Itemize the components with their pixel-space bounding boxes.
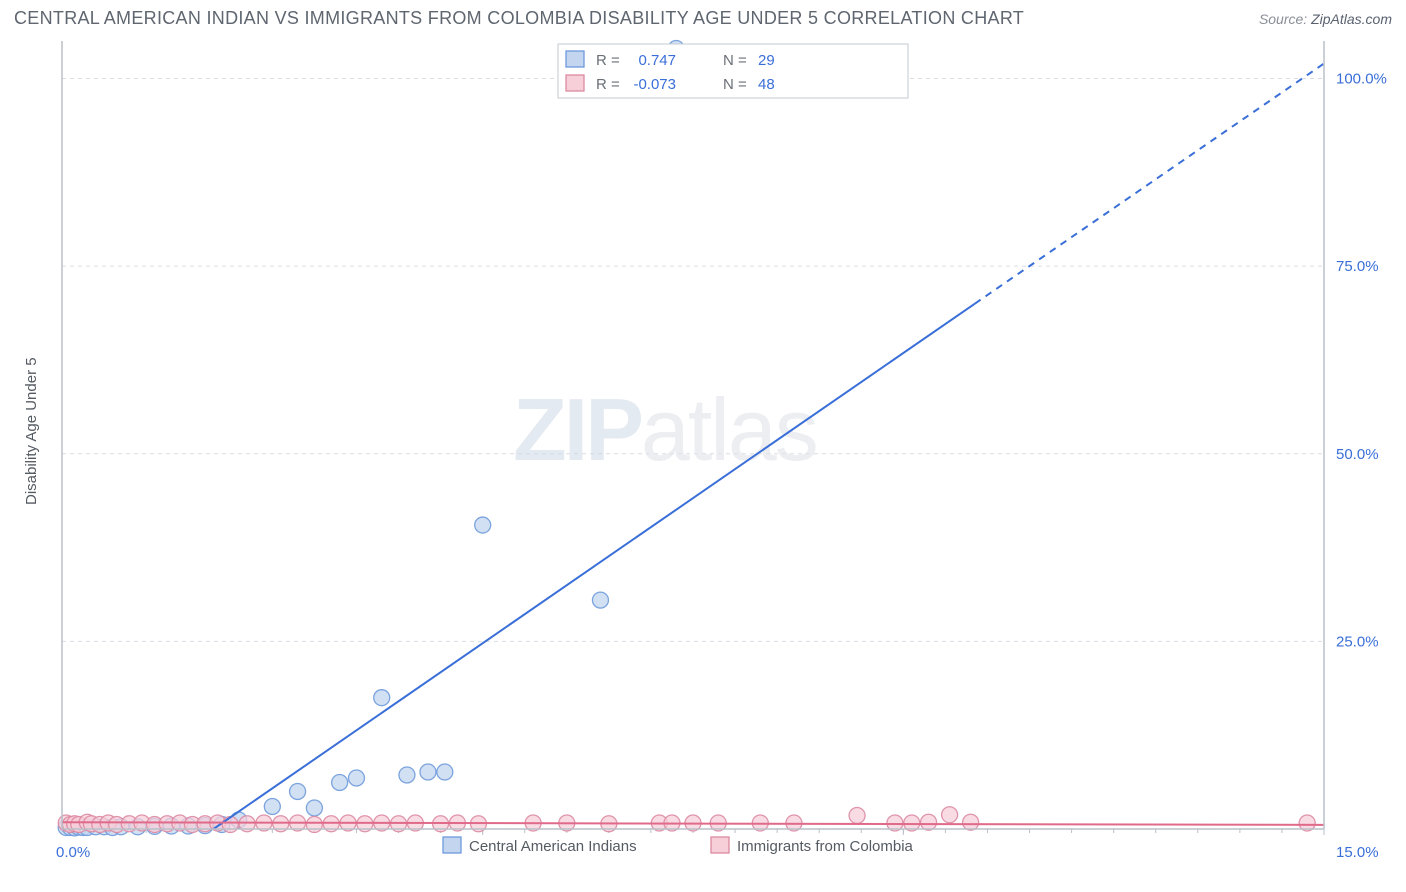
source-link[interactable]: ZipAtlas.com bbox=[1311, 11, 1392, 27]
svg-text:N =: N = bbox=[723, 76, 747, 93]
svg-text:Central American Indians: Central American Indians bbox=[469, 838, 637, 855]
svg-text:29: 29 bbox=[758, 52, 775, 69]
svg-text:50.0%: 50.0% bbox=[1336, 446, 1379, 463]
svg-text:ZIPatlas: ZIPatlas bbox=[513, 380, 817, 479]
svg-text:Disability Age Under 5: Disability Age Under 5 bbox=[23, 357, 40, 505]
source-attribution: Source: ZipAtlas.com bbox=[1259, 11, 1392, 27]
svg-text:0.747: 0.747 bbox=[638, 52, 676, 69]
svg-text:75.0%: 75.0% bbox=[1336, 258, 1379, 275]
svg-text:-0.073: -0.073 bbox=[633, 76, 676, 93]
chart-svg: ZIPatlas 25.0% 50.0% 75.0% 100.0% 0.0% 15.0% Di… bbox=[14, 33, 1392, 873]
svg-text:100.0%: 100.0% bbox=[1336, 71, 1387, 88]
svg-text:Immigrants from Colombia: Immigrants from Colombia bbox=[737, 838, 914, 855]
svg-text:R =: R = bbox=[596, 76, 620, 93]
svg-text:15.0%: 15.0% bbox=[1336, 844, 1379, 861]
chart-header: CENTRAL AMERICAN INDIAN VS IMMIGRANTS FR… bbox=[0, 0, 1406, 33]
svg-text:N =: N = bbox=[723, 52, 747, 69]
svg-text:0.0%: 0.0% bbox=[56, 844, 90, 861]
svg-text:48: 48 bbox=[758, 76, 775, 93]
source-prefix: Source: bbox=[1259, 11, 1311, 27]
correlation-scatter-chart: ZIPatlas 25.0% 50.0% 75.0% 100.0% 0.0% 15.0% Di… bbox=[14, 33, 1392, 873]
chart-title: CENTRAL AMERICAN INDIAN VS IMMIGRANTS FR… bbox=[14, 8, 1024, 29]
svg-text:R =: R = bbox=[596, 52, 620, 69]
svg-text:25.0%: 25.0% bbox=[1336, 633, 1379, 650]
